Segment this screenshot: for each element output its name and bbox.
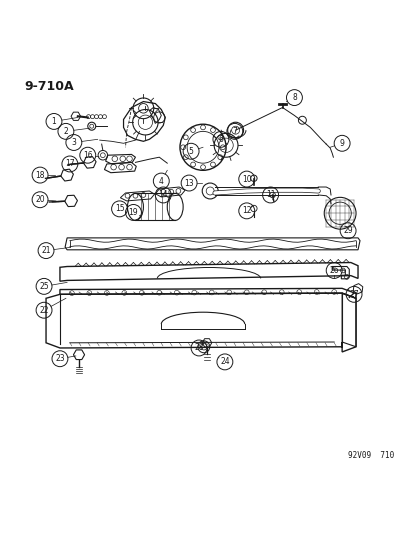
Text: 6: 6	[218, 135, 223, 144]
Text: 26: 26	[329, 266, 338, 275]
Text: 23: 23	[55, 354, 64, 363]
Text: 5: 5	[188, 147, 193, 156]
Text: 7: 7	[232, 127, 237, 136]
Text: 13: 13	[184, 179, 193, 188]
Text: 16: 16	[83, 151, 93, 160]
Text: 10: 10	[241, 175, 251, 183]
Text: 12: 12	[242, 206, 251, 215]
Text: 9: 9	[339, 139, 344, 148]
Text: 15: 15	[114, 204, 124, 213]
Text: 18: 18	[35, 171, 45, 180]
Text: 3: 3	[71, 138, 76, 147]
Text: 22: 22	[39, 306, 49, 314]
Text: 25: 25	[39, 282, 49, 291]
Text: 27: 27	[349, 290, 358, 299]
Text: 2: 2	[63, 127, 68, 136]
Text: 29: 29	[342, 226, 352, 235]
Text: 20: 20	[35, 195, 45, 204]
Text: 1: 1	[52, 117, 56, 126]
Text: 17: 17	[65, 159, 74, 168]
Text: 24: 24	[220, 358, 229, 366]
Text: 19: 19	[128, 208, 138, 217]
Text: 28: 28	[194, 343, 203, 352]
Text: 8: 8	[291, 93, 296, 102]
Text: 14: 14	[158, 190, 168, 199]
Text: 9-710A: 9-710A	[24, 80, 74, 93]
Text: 4: 4	[159, 176, 163, 185]
Text: 92V09  710: 92V09 710	[347, 451, 393, 459]
Text: 21: 21	[41, 246, 51, 255]
Text: 11: 11	[265, 190, 275, 199]
